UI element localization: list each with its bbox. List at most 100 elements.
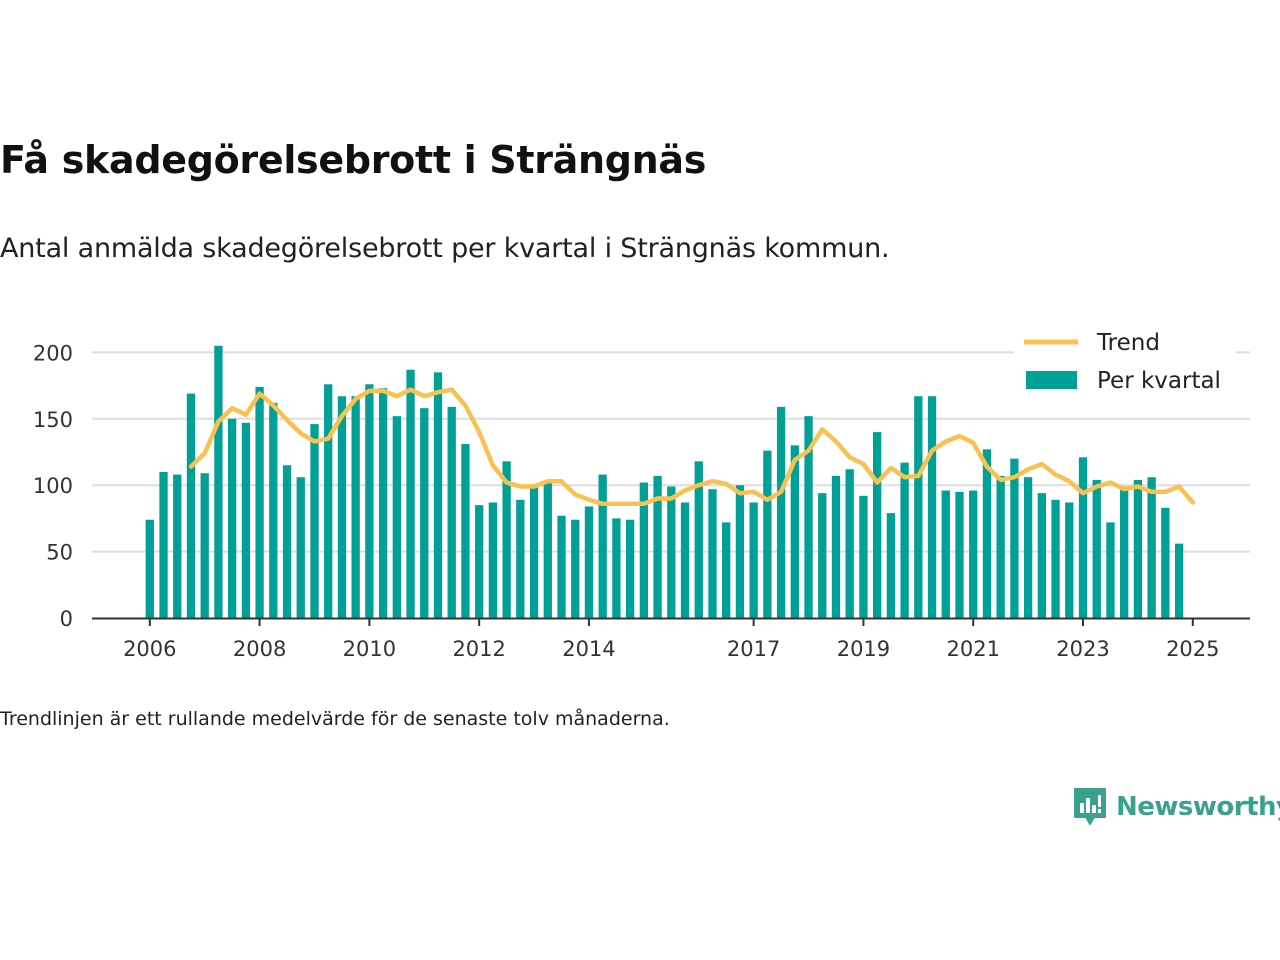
bar (1147, 477, 1156, 618)
bar (227, 418, 237, 618)
bar (406, 369, 415, 618)
bar (845, 469, 854, 618)
bar (639, 482, 649, 618)
bar (1078, 457, 1088, 618)
bar (818, 493, 827, 618)
bar (804, 416, 813, 618)
x-tick-label: 2019 (837, 637, 890, 661)
bar (612, 518, 621, 618)
bar (392, 416, 401, 618)
x-tick-label: 2017 (727, 637, 780, 661)
legend-background (1014, 326, 1236, 404)
y-tick-label: 50 (46, 541, 73, 565)
bar (859, 495, 868, 618)
x-tick-label: 2014 (562, 637, 615, 661)
bar (749, 502, 758, 618)
bar (996, 475, 1005, 618)
x-tick-label: 2025 (1166, 637, 1219, 661)
bar (927, 396, 937, 618)
legend: Trend Per kvartal (1014, 326, 1236, 404)
bar (488, 502, 498, 618)
brand-name: Newsworthy (1116, 792, 1280, 822)
bar (516, 499, 525, 618)
bar (433, 372, 443, 618)
bar (200, 473, 209, 618)
bar (955, 491, 964, 618)
bar (776, 406, 786, 618)
bar (941, 490, 950, 618)
bar (667, 486, 676, 618)
brand-logo: Newsworthy (1072, 786, 1280, 828)
bar (914, 396, 923, 618)
bar (982, 449, 992, 618)
bar (296, 477, 305, 618)
bar (214, 345, 223, 618)
bar (337, 396, 347, 618)
bar (873, 432, 882, 618)
footnote: Trendlinjen är ett rullande medelvärde f… (0, 708, 670, 730)
bar (735, 485, 745, 618)
x-tick-label: 2021 (946, 637, 999, 661)
bar (680, 502, 690, 618)
bar (1161, 507, 1170, 618)
x-tick-label: 2008 (233, 637, 286, 661)
chart-title: Få skadegörelsebrott i Strängnäs (0, 138, 707, 182)
bar (186, 393, 196, 618)
bar (722, 522, 731, 618)
legend-bar-label: Per kvartal (1097, 368, 1221, 394)
bar (269, 402, 278, 618)
y-tick-label: 0 (60, 607, 73, 631)
bar (763, 450, 772, 618)
bar (1037, 493, 1046, 618)
newsworthy-icon (1074, 788, 1106, 825)
bar (694, 461, 703, 618)
bar (708, 489, 717, 618)
x-tick-label: 2010 (343, 637, 396, 661)
x-axis-labels: 2006 2008 2010 2012 2014 2017 2019 2021 2023 2025 (123, 618, 1220, 661)
trend-line (188, 387, 1196, 507)
bar (145, 519, 154, 618)
chart: 0 50 100 150 200 2006 2008 2010 2012 2014 2017 201… (33, 326, 1250, 661)
bar (831, 475, 841, 618)
bar (557, 515, 566, 618)
bar (969, 490, 978, 618)
bar (1010, 458, 1019, 618)
bar (598, 474, 607, 618)
bar (529, 485, 539, 618)
bar (447, 406, 456, 618)
bar (420, 408, 429, 618)
bar (1174, 543, 1184, 618)
bar (886, 513, 896, 618)
y-tick-label: 200 (33, 341, 73, 365)
bar (378, 388, 388, 618)
bar (1106, 522, 1115, 618)
chart-subtitle: Antal anmälda skadegörelsebrott per kvar… (0, 233, 890, 264)
bar (282, 465, 292, 618)
bar (502, 461, 511, 618)
bar (475, 505, 484, 618)
legend-trend-label: Trend (1096, 330, 1160, 356)
bar (310, 424, 319, 618)
bar (255, 386, 264, 618)
bar (365, 384, 374, 618)
bar (543, 481, 552, 618)
bar (653, 475, 662, 618)
legend-bar-swatch (1026, 371, 1077, 389)
y-tick-label: 150 (33, 408, 73, 432)
bar (324, 384, 333, 618)
x-tick-label: 2023 (1056, 637, 1109, 661)
y-axis-labels: 0 50 100 150 200 (33, 341, 73, 631)
bar (625, 519, 635, 618)
bar-series (145, 345, 1184, 618)
bar (1092, 479, 1101, 618)
bar (1051, 499, 1060, 618)
bar (351, 396, 360, 618)
bar (1120, 486, 1129, 618)
bar (173, 474, 182, 618)
bar (1023, 477, 1033, 618)
bar (1065, 502, 1074, 618)
bar (584, 506, 594, 618)
bar (571, 519, 580, 618)
bar (159, 471, 168, 618)
bar (1133, 479, 1143, 618)
